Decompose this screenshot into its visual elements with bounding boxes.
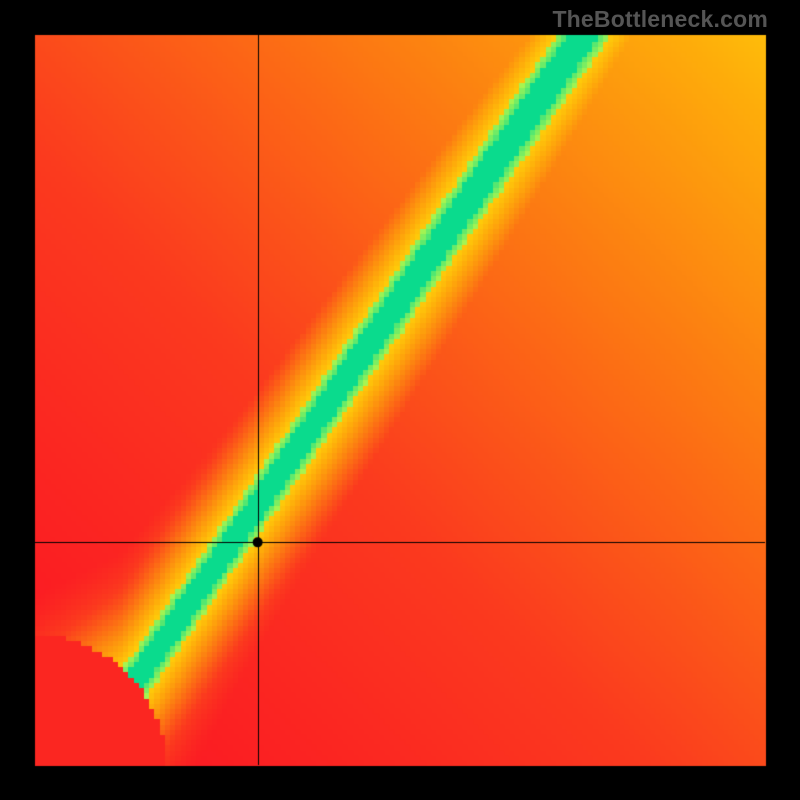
watermark-text: TheBottleneck.com — [552, 6, 768, 33]
heatmap-plot — [0, 0, 800, 800]
